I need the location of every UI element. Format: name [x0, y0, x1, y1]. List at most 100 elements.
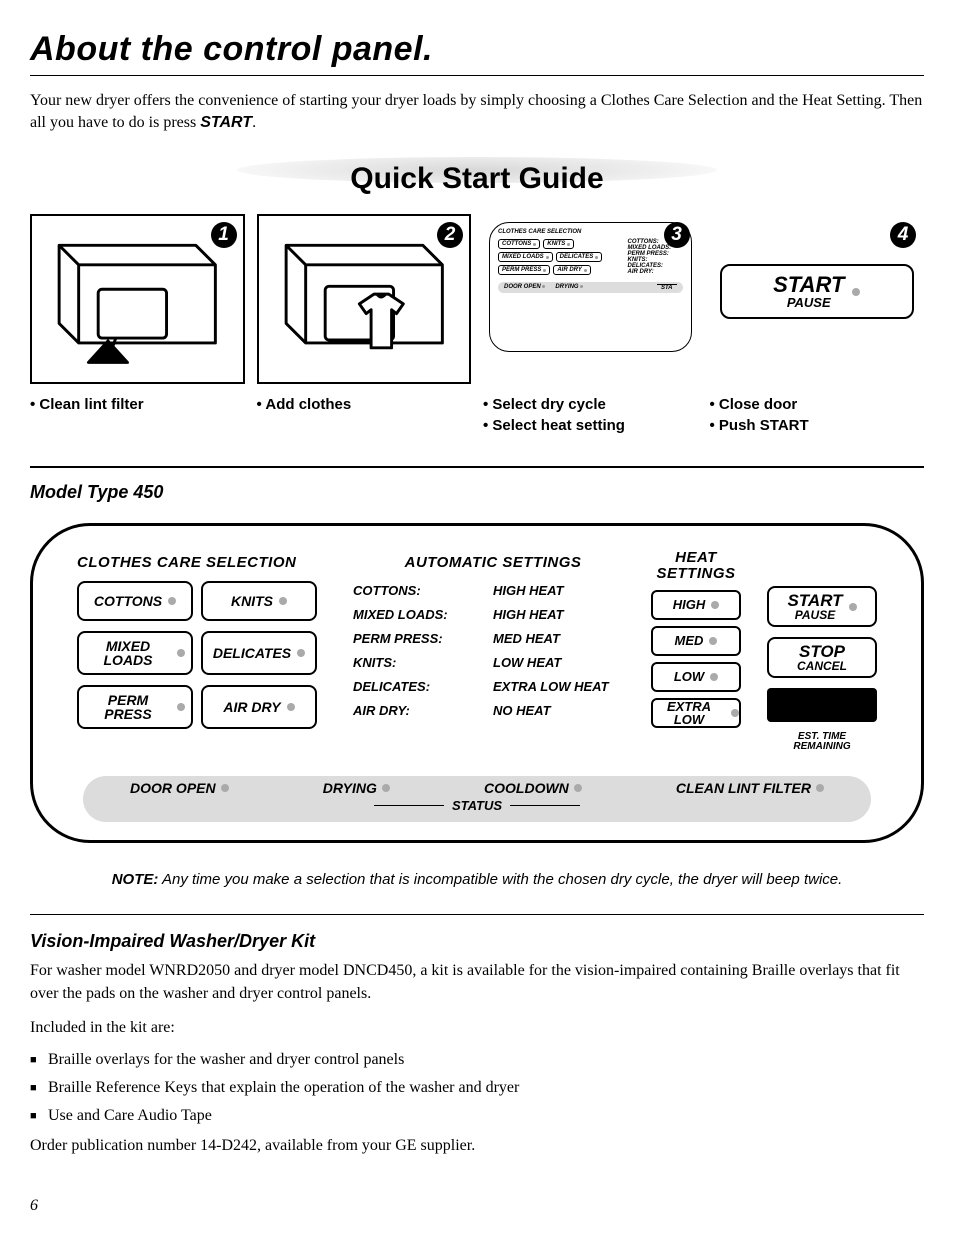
step-badge-4: 4	[890, 222, 916, 248]
qsg-title: Quick Start Guide	[350, 162, 603, 195]
auto-l: COTTONS:	[353, 583, 493, 598]
intro-start: START	[200, 114, 252, 131]
status-label: STATUS	[83, 798, 871, 813]
start-pause-graphic: STARTPAUSE	[720, 264, 915, 319]
led-icon	[710, 673, 718, 681]
quick-start-steps: 1 • Clean lint filter 2	[30, 214, 924, 438]
auto-l: AIR DRY:	[353, 703, 493, 718]
led-icon	[711, 601, 719, 609]
qsg-header: Quick Start Guide	[30, 143, 924, 208]
step-badge-2: 2	[437, 222, 463, 248]
status-drying: DRYING	[323, 780, 390, 796]
auto-l: PERM PRESS:	[353, 631, 493, 646]
status-door-open: DOOR OPEN	[130, 780, 229, 796]
led-icon	[287, 703, 295, 711]
status-clean-lint: CLEAN LINT FILTER	[676, 780, 824, 796]
heat-header: HEAT SETTINGS	[651, 550, 741, 582]
step-1-bullets: • Clean lint filter	[30, 396, 245, 413]
intro-text: Your new dryer offers the convenience of…	[30, 90, 924, 133]
btn-label: COTTONS	[94, 593, 162, 609]
led-icon	[709, 637, 717, 645]
btn-label: LOW	[674, 669, 704, 684]
btn-label: DELICATES	[213, 645, 291, 661]
mini-b: AIR DRY	[557, 267, 582, 273]
step-4-b2: • Push START	[710, 417, 925, 434]
step-4-b1: • Close door	[710, 396, 925, 413]
start-pause-button[interactable]: STARTPAUSE	[767, 586, 877, 627]
air-dry-button[interactable]: AIR DRY	[201, 685, 317, 729]
auto-l: DELICATES:	[353, 679, 493, 694]
delicates-button[interactable]: DELICATES	[201, 631, 317, 675]
step-3-bullets: • Select dry cycle • Select heat setting	[483, 396, 698, 434]
time-display	[767, 688, 877, 722]
led-icon	[297, 649, 305, 657]
led-icon	[177, 703, 185, 711]
vik-heading: Vision-Impaired Washer/Dryer Kit	[30, 931, 924, 952]
status-bar: DOOR OPEN DRYING COOLDOWN CLEAN LINT FIL…	[83, 776, 871, 822]
high-button[interactable]: HIGH	[651, 590, 741, 620]
low-button[interactable]: LOW	[651, 662, 741, 692]
auto-r: MED HEAT	[493, 631, 633, 646]
led-icon	[849, 603, 857, 611]
auto-r: LOW HEAT	[493, 655, 633, 670]
vik-item-1: Braille overlays for the washer and drye…	[30, 1051, 924, 1069]
ccs-header: CLOTHES CARE SELECTION	[77, 554, 317, 571]
btn-label: AIR DRY	[223, 699, 280, 715]
vik-included: Included in the kit are:	[30, 1017, 924, 1039]
extra-low-button[interactable]: EXTRA LOW	[651, 698, 741, 728]
page-number: 6	[30, 1197, 38, 1215]
step-2: 2 • Add clothes	[257, 214, 472, 438]
page-title: About the control panel.	[30, 30, 924, 69]
led-icon	[221, 784, 229, 792]
vik-order: Order publication number 14-D242, availa…	[30, 1135, 924, 1157]
mini-b: KNITS	[547, 241, 565, 247]
perm-press-button[interactable]: PERM PRESS	[77, 685, 193, 729]
cottons-button[interactable]: COTTONS	[77, 581, 193, 621]
section-rule-2	[30, 914, 924, 915]
stop-cancel-button[interactable]: STOPCANCEL	[767, 637, 877, 678]
mini-s: AIR DRY:	[628, 269, 683, 275]
status-cooldown: COOLDOWN	[484, 780, 582, 796]
mixed-loads-button[interactable]: MIXED LOADS	[77, 631, 193, 675]
dot-icon	[852, 288, 860, 296]
step-2-b1: • Add clothes	[257, 396, 472, 413]
mini-b: MIXED LOADS	[502, 254, 544, 260]
mini-st: DRYING	[555, 284, 578, 290]
led-icon	[574, 784, 582, 792]
led-icon	[168, 597, 176, 605]
vik-list: Braille overlays for the washer and drye…	[30, 1051, 924, 1125]
heat-settings-section: HEAT SETTINGS HIGH MED LOW EXTRA LOW	[651, 550, 741, 728]
intro-c: .	[252, 114, 256, 131]
led-icon	[382, 784, 390, 792]
auto-settings-section: AUTOMATIC SETTINGS COTTONS:HIGH HEAT MIX…	[353, 554, 633, 718]
btn-label: KNITS	[231, 593, 273, 609]
ccs-section: CLOTHES CARE SELECTION COTTONS KNITS MIX…	[77, 554, 317, 729]
mini-b: DELICATES	[560, 254, 594, 260]
vik-item-3: Use and Care Audio Tape	[30, 1107, 924, 1125]
auto-r: HIGH HEAT	[493, 583, 633, 598]
led-icon	[177, 649, 185, 657]
btn-label: MED	[675, 633, 704, 648]
led-icon	[731, 709, 739, 717]
step-3-b2: • Select heat setting	[483, 417, 698, 434]
auto-r: HIGH HEAT	[493, 607, 633, 622]
action-section: STARTPAUSE STOPCANCEL EST. TIMEREMAINING	[767, 586, 877, 752]
auto-l: MIXED LOADS:	[353, 607, 493, 622]
vik-paragraph: For washer model WNRD2050 and dryer mode…	[30, 960, 924, 1005]
step-3-b1: • Select dry cycle	[483, 396, 698, 413]
med-button[interactable]: MED	[651, 626, 741, 656]
section-rule	[30, 466, 924, 468]
step-badge-3: 3	[664, 222, 690, 248]
step-3: 3 CLOTHES CARE SELECTION AUTO COTTONSKNI…	[483, 214, 698, 438]
step-badge-1: 1	[211, 222, 237, 248]
btn-label: PERM PRESS	[85, 693, 171, 721]
model-heading: Model Type 450	[30, 482, 924, 503]
sp-main: START	[773, 274, 844, 296]
auto-l: KNITS:	[353, 655, 493, 670]
mini-b: COTTONS	[502, 241, 531, 247]
step-4-bullets: • Close door • Push START	[710, 396, 925, 434]
knits-button[interactable]: KNITS	[201, 581, 317, 621]
auto-r: NO HEAT	[493, 703, 633, 718]
step-1: 1 • Clean lint filter	[30, 214, 245, 438]
led-icon	[279, 597, 287, 605]
